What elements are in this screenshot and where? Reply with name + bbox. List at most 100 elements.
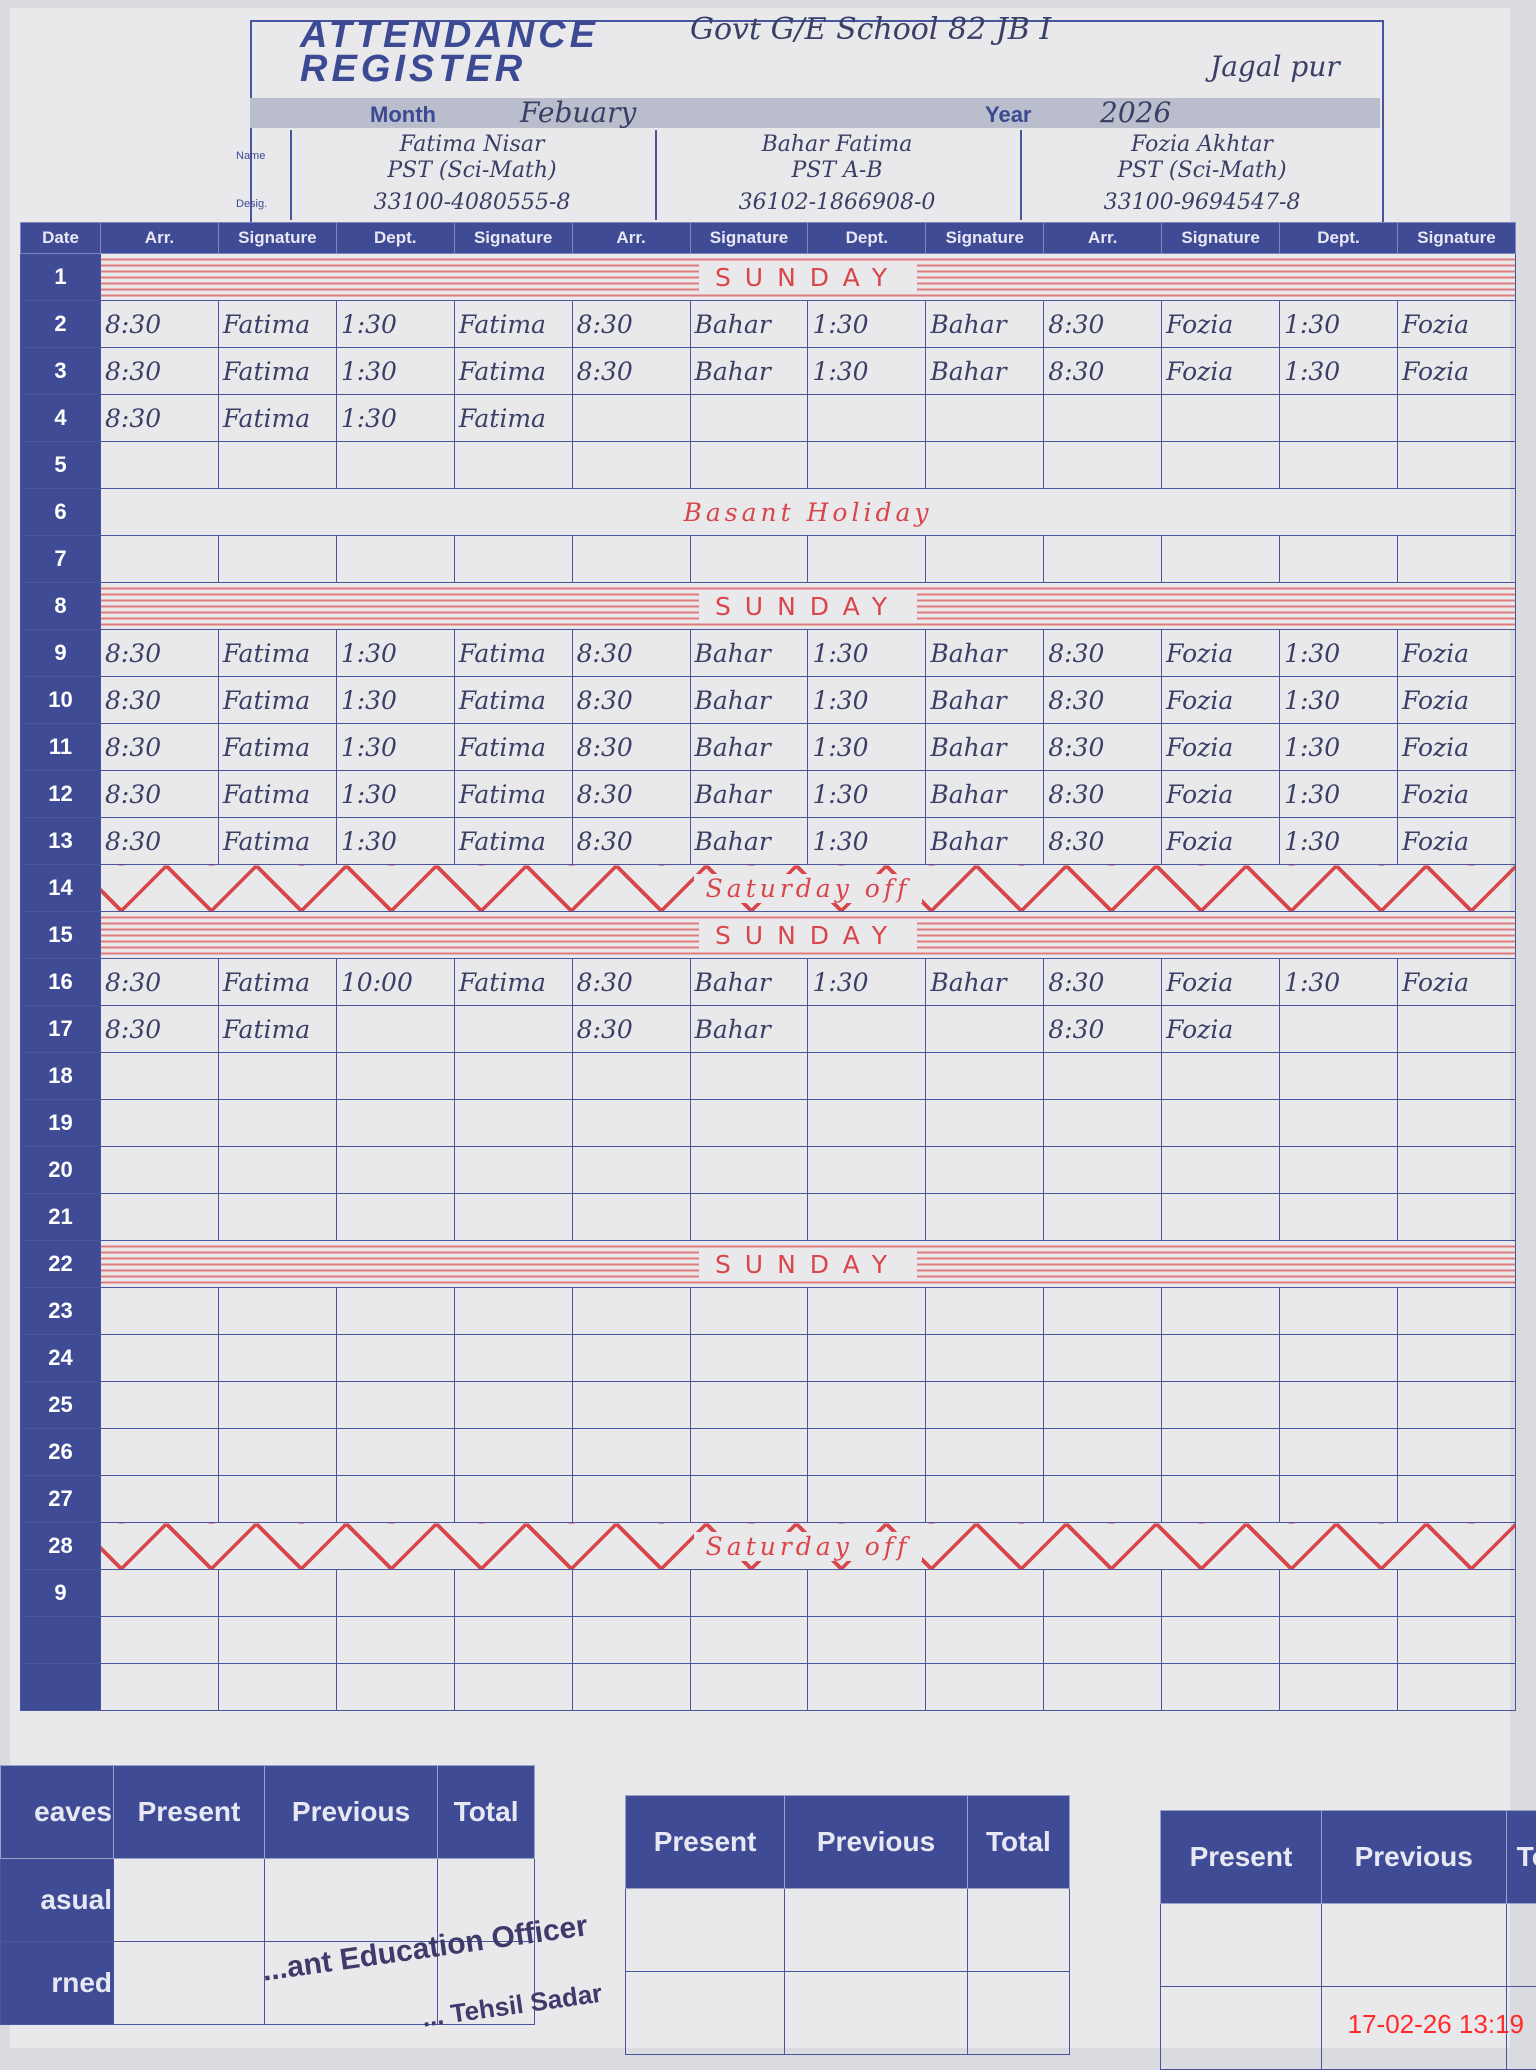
teacher-cnic: 33100-9694547-8 (1103, 190, 1301, 215)
day-number: 23 (20, 1287, 101, 1335)
table-row: 20 (20, 1146, 1517, 1194)
table-row: 9 8:30 Fatima 1:30 Fatima 8:30 Bahar 1:30 Bahar 8… (20, 629, 1517, 677)
departure-time (335, 1193, 455, 1241)
register-title: ATTENDANCE REGISTER (300, 16, 599, 88)
departure-signature (1396, 1005, 1517, 1053)
arrival-time: 8:30 (100, 723, 219, 771)
arrival-signature (1161, 535, 1281, 583)
table-row: 19 (20, 1099, 1517, 1147)
arrival-signature: Fatima (217, 723, 337, 771)
departure-time: 1:30 (1279, 723, 1398, 771)
overlay-text: SUNDAY (698, 262, 918, 292)
attendance-grid: Date Arr. Signature Dept. Signature Arr. Signa… (20, 222, 1517, 1711)
day-number: 7 (20, 535, 101, 583)
day-number: 12 (20, 770, 101, 818)
arrival-signature (1161, 1616, 1281, 1664)
departure-time: 1:30 (1279, 347, 1398, 395)
departure-time: 1:30 (335, 629, 455, 677)
arrival-signature (1161, 1475, 1281, 1523)
arrival-time (100, 441, 219, 489)
arrival-time (100, 1569, 219, 1617)
departure-signature (1396, 1193, 1517, 1241)
departure-signature (925, 394, 1045, 442)
departure-time (1279, 1005, 1398, 1053)
departure-signature (1396, 535, 1517, 583)
departure-signature: Fozia (1396, 723, 1517, 771)
arrival-signature (689, 1616, 809, 1664)
day-number: 16 (20, 958, 101, 1006)
sunday-mark: SUNDAY (100, 582, 1516, 630)
departure-time: 1:30 (335, 723, 455, 771)
departure-time (1279, 441, 1398, 489)
day-number: 13 (20, 817, 101, 865)
arrival-signature: Fatima (217, 817, 337, 865)
departure-time (807, 1569, 927, 1617)
departure-signature: Bahar (925, 300, 1045, 348)
cell (113, 1941, 265, 2025)
departure-time: 1:30 (335, 300, 455, 348)
departure-time: 1:30 (335, 347, 455, 395)
departure-time (335, 1428, 455, 1476)
arrival-time: 8:30 (571, 676, 691, 724)
day-number: 2 (20, 300, 101, 348)
departure-time (1279, 535, 1398, 583)
departure-signature: Fatima (453, 394, 573, 442)
departure-signature (925, 1475, 1045, 1523)
departure-time: 1:30 (807, 770, 927, 818)
cell (784, 1888, 968, 1972)
arrival-time (1043, 1099, 1163, 1147)
departure-time: 1:30 (807, 958, 927, 1006)
departure-time (335, 1005, 455, 1053)
departure-header: Dept. (807, 222, 927, 254)
arrival-time: 8:30 (1043, 300, 1163, 348)
day-number: 26 (20, 1428, 101, 1476)
saturday-off-mark: Saturday off (100, 864, 1516, 912)
departure-time: 10:00 (335, 958, 455, 1006)
departure-time (1279, 1475, 1398, 1523)
departure-signature (453, 1052, 573, 1100)
present-header: Present (1160, 1810, 1322, 1904)
cell (966, 1888, 1071, 1972)
teacher-designation: PST (Sci-Math) (387, 158, 557, 183)
departure-time: 1:30 (1279, 629, 1398, 677)
arrival-signature: Bahar (689, 958, 809, 1006)
arrival-signature (689, 441, 809, 489)
teacher-designation: PST (Sci-Math) (1117, 158, 1287, 183)
table-row: 4 8:30 Fatima 1:30 Fatima (20, 394, 1517, 442)
arrival-signature (1161, 1099, 1281, 1147)
arrival-time: 8:30 (1043, 347, 1163, 395)
arrival-signature: Bahar (689, 676, 809, 724)
previous-header: Previous (784, 1795, 968, 1889)
school-name: Govt G/E School 82 JB I (690, 12, 1052, 47)
table-row: 26 (20, 1428, 1517, 1476)
arrival-time (100, 1146, 219, 1194)
signature-header: Signature (453, 222, 573, 254)
arrival-signature: Fatima (217, 629, 337, 677)
table-row: 2 8:30 Fatima 1:30 Fatima 8:30 Bahar 1:30 Bahar 8… (20, 300, 1517, 348)
departure-signature (453, 1099, 573, 1147)
arrival-signature: Fozia (1161, 629, 1281, 677)
signature-header: Signature (1396, 222, 1517, 254)
departure-signature (1396, 1663, 1517, 1711)
total-header: Total (966, 1795, 1071, 1889)
arrival-signature (1161, 1663, 1281, 1711)
saturday-off-mark: Saturday off (100, 1522, 1516, 1570)
arrival-signature (217, 1099, 337, 1147)
departure-signature (453, 1475, 573, 1523)
day-number: 5 (20, 441, 101, 489)
table-row: 11 8:30 Fatima 1:30 Fatima 8:30 Bahar 1:30 Bahar… (20, 723, 1517, 771)
arrival-signature (689, 1475, 809, 1523)
arrival-signature (689, 1569, 809, 1617)
arrival-signature (689, 394, 809, 442)
overlay-text: Saturday off (693, 1531, 923, 1561)
arrival-signature: Fozia (1161, 770, 1281, 818)
departure-time (807, 535, 927, 583)
school-location: Jagal pur (1210, 50, 1340, 83)
departure-time (335, 535, 455, 583)
departure-time (1279, 1287, 1398, 1335)
arrival-signature (217, 1287, 337, 1335)
teacher-cnic: 33100-4080555-8 (373, 190, 571, 215)
arrival-signature (1161, 394, 1281, 442)
arrival-signature (217, 1146, 337, 1194)
departure-signature (925, 1381, 1045, 1429)
